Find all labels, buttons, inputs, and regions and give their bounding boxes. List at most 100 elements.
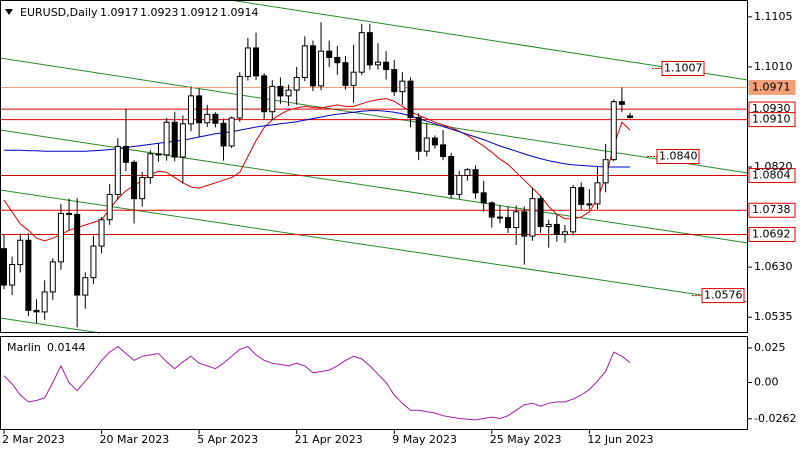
y-tick-label: 1.1010 xyxy=(754,60,793,73)
moving-average xyxy=(4,110,630,168)
candle-body xyxy=(594,182,601,205)
candle-body xyxy=(561,231,568,235)
candle-body xyxy=(415,116,422,152)
channel-line xyxy=(0,57,749,174)
candle-body xyxy=(25,239,32,311)
candle-body xyxy=(326,50,333,58)
price-panel-border xyxy=(0,0,748,333)
candle-body xyxy=(440,144,447,157)
candle-body xyxy=(82,277,89,296)
candle-body xyxy=(244,47,251,77)
price-panel xyxy=(0,22,748,328)
candle-body xyxy=(179,123,186,158)
header-open: 1.0917 xyxy=(100,6,139,19)
header-close: 1.0914 xyxy=(220,6,259,19)
candle-body xyxy=(488,202,495,218)
channel-line xyxy=(0,189,749,303)
candle-body xyxy=(521,211,528,237)
candle-body xyxy=(236,75,243,119)
candle-body xyxy=(578,187,585,205)
candle-body xyxy=(480,192,487,204)
level-tag-box xyxy=(748,112,796,128)
candle-body xyxy=(464,169,471,176)
candle-body xyxy=(293,76,300,91)
candle-body xyxy=(374,61,381,66)
level-tag-box xyxy=(748,167,796,183)
candle-body xyxy=(391,69,398,93)
header-low: 1.0912 xyxy=(180,6,219,19)
candle-body xyxy=(399,80,406,93)
channel-line xyxy=(0,317,101,334)
candle-body xyxy=(204,113,211,124)
candle-body xyxy=(350,71,357,86)
candle-body xyxy=(383,61,390,71)
candle-body xyxy=(74,213,81,296)
level-tag: 1.0910 xyxy=(752,113,791,126)
candle-body xyxy=(423,137,430,152)
level-tag-box xyxy=(748,79,796,95)
candle-body xyxy=(358,32,365,73)
level-tag: 1.0738 xyxy=(752,203,791,216)
level-tag: 1.1007 xyxy=(664,61,703,74)
x-tick-label: 25 May 2023 xyxy=(490,433,562,446)
y-tick-label: 1.0630 xyxy=(754,260,793,273)
candle-body xyxy=(366,32,373,66)
indicator-name: Marlin xyxy=(7,341,41,354)
candle-body xyxy=(106,193,113,221)
menu-triangle[interactable] xyxy=(5,9,13,15)
candle-body xyxy=(163,121,170,156)
candle-body xyxy=(285,89,292,97)
y-tick-label: 0.00 xyxy=(754,376,779,389)
candle-body xyxy=(334,56,341,64)
candle-body xyxy=(301,45,308,78)
candle-body xyxy=(57,212,64,263)
candle-body xyxy=(9,264,16,286)
level-tag: 1.0576 xyxy=(704,289,743,302)
candle-body xyxy=(122,145,129,163)
x-tick-label: 20 Mar 2023 xyxy=(100,433,170,446)
level-tag: 1.0804 xyxy=(752,168,791,181)
indicator-panel-border xyxy=(0,336,748,430)
candle-body xyxy=(269,85,276,113)
level-tag: 1.0692 xyxy=(752,227,791,240)
candle-body xyxy=(618,101,625,105)
candle-body xyxy=(253,47,260,77)
candle-body xyxy=(513,211,520,229)
candle-body xyxy=(318,50,325,87)
y-tick-label: 0.025 xyxy=(754,341,786,354)
level-tag-box xyxy=(701,288,745,304)
candle-body xyxy=(545,223,552,228)
indicator-value: 0.0144 xyxy=(47,341,86,354)
candle-body xyxy=(98,219,105,247)
level-tag-box xyxy=(661,60,705,76)
candle-body xyxy=(261,75,268,113)
candle-body xyxy=(505,217,512,229)
candle-body xyxy=(66,212,73,215)
candle-body xyxy=(187,95,194,125)
candle-body xyxy=(49,261,56,293)
x-tick-label: 12 Jun 2023 xyxy=(587,433,653,446)
candle-body xyxy=(277,85,284,97)
y-tick-label: 1.0820 xyxy=(754,160,793,173)
header-high: 1.0923 xyxy=(140,6,179,19)
candle-body xyxy=(90,245,97,279)
candle-body xyxy=(553,223,560,235)
candle-body xyxy=(496,216,503,219)
level-tag-box xyxy=(748,202,796,218)
candle-body xyxy=(41,291,48,313)
candle-body xyxy=(114,145,121,195)
candle-body xyxy=(196,95,203,124)
candle-body xyxy=(171,121,178,158)
candle-body xyxy=(602,159,609,184)
candle-body xyxy=(220,122,227,147)
candle-body xyxy=(139,177,146,200)
level-tag-box xyxy=(656,148,700,164)
x-tick-label: 5 Apr 2023 xyxy=(197,433,258,446)
candle-body xyxy=(228,117,235,147)
candle-body xyxy=(407,80,414,118)
level-tag: 1.0930 xyxy=(752,102,791,115)
y-tick-label: 1.1105 xyxy=(754,10,793,23)
candle-body xyxy=(155,153,162,156)
